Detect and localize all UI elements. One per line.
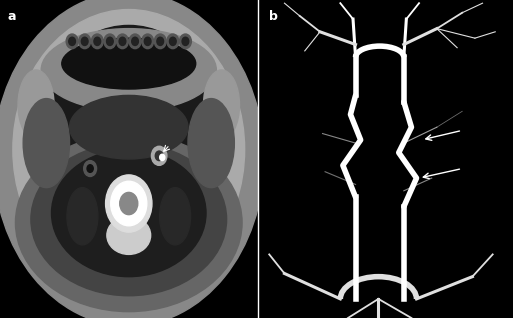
Ellipse shape (41, 29, 216, 111)
Circle shape (106, 175, 152, 232)
Ellipse shape (31, 143, 227, 296)
Circle shape (144, 37, 151, 45)
Circle shape (91, 34, 103, 49)
Text: b: b (269, 10, 278, 23)
Circle shape (155, 151, 163, 161)
Circle shape (66, 34, 78, 49)
Circle shape (129, 34, 141, 49)
Circle shape (120, 192, 138, 215)
Circle shape (107, 37, 113, 45)
Circle shape (116, 34, 128, 49)
Ellipse shape (0, 0, 264, 318)
Ellipse shape (13, 10, 245, 289)
Circle shape (132, 37, 139, 45)
Circle shape (182, 37, 189, 45)
Ellipse shape (62, 38, 196, 89)
Circle shape (104, 34, 116, 49)
Circle shape (84, 161, 96, 176)
Circle shape (157, 37, 164, 45)
Circle shape (69, 37, 75, 45)
Circle shape (154, 34, 166, 49)
Circle shape (82, 37, 88, 45)
Circle shape (180, 34, 191, 49)
Circle shape (94, 37, 101, 45)
Ellipse shape (32, 25, 225, 261)
Ellipse shape (67, 188, 98, 245)
Ellipse shape (15, 134, 242, 312)
Ellipse shape (188, 99, 234, 188)
Circle shape (169, 37, 176, 45)
Ellipse shape (51, 149, 206, 277)
Circle shape (142, 34, 153, 49)
Ellipse shape (160, 188, 190, 245)
Circle shape (119, 37, 126, 45)
Ellipse shape (70, 95, 188, 159)
Text: a: a (8, 10, 16, 23)
Circle shape (111, 181, 147, 226)
Ellipse shape (107, 216, 151, 254)
Ellipse shape (204, 70, 240, 140)
Circle shape (151, 146, 167, 165)
Ellipse shape (23, 99, 70, 188)
Ellipse shape (18, 70, 54, 140)
Circle shape (87, 165, 93, 172)
Circle shape (160, 154, 165, 161)
Circle shape (79, 34, 91, 49)
Circle shape (167, 34, 179, 49)
